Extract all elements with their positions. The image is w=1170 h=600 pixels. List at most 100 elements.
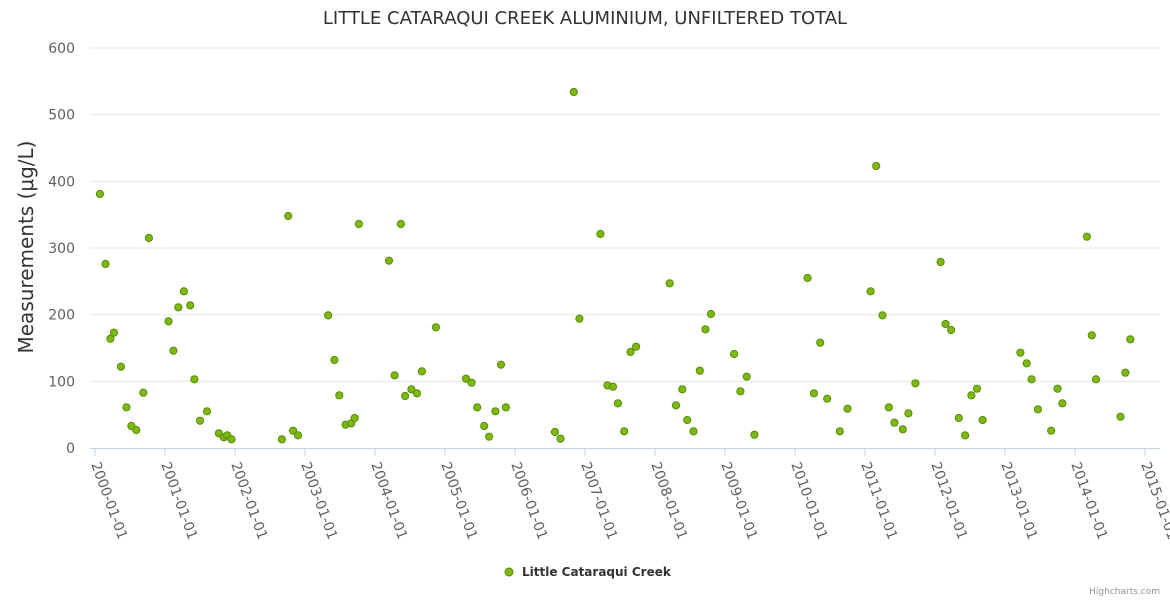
data-point[interactable] <box>941 319 950 329</box>
data-point[interactable] <box>139 388 148 397</box>
data-point[interactable] <box>293 431 303 440</box>
data-point[interactable] <box>485 432 494 441</box>
data-point[interactable] <box>109 328 119 337</box>
data-point[interactable] <box>227 435 236 444</box>
data-point[interactable] <box>1016 348 1025 357</box>
data-point[interactable] <box>620 427 629 436</box>
data-point[interactable] <box>730 349 739 359</box>
data-point[interactable] <box>701 325 710 334</box>
data-point[interactable] <box>496 360 506 369</box>
data-point[interactable] <box>947 325 956 335</box>
data-point[interactable] <box>412 389 422 398</box>
data-point[interactable] <box>1082 232 1092 241</box>
data-point[interactable] <box>683 415 692 425</box>
data-point[interactable] <box>289 426 298 435</box>
data-point[interactable] <box>1058 399 1067 408</box>
data-point[interactable] <box>843 404 852 413</box>
data-point[interactable] <box>335 391 344 400</box>
data-point[interactable] <box>116 362 126 371</box>
data-point[interactable] <box>866 287 875 296</box>
data-point[interactable] <box>835 427 844 436</box>
data-point[interactable] <box>491 407 500 416</box>
data-point[interactable] <box>169 346 178 355</box>
credits-link[interactable]: Highcharts.com <box>1089 587 1160 597</box>
data-point[interactable] <box>284 211 293 221</box>
data-point[interactable] <box>1033 405 1043 414</box>
data-point[interactable] <box>186 301 195 310</box>
data-point[interactable] <box>911 379 920 388</box>
data-point[interactable] <box>750 430 759 439</box>
data-point[interactable] <box>101 259 110 269</box>
data-point[interactable] <box>823 394 832 403</box>
data-point[interactable] <box>1121 368 1130 377</box>
data-point[interactable] <box>550 427 560 437</box>
legend-item-little-cataraqui-creek[interactable]: Little Cataraqui Creek <box>522 565 672 579</box>
data-point[interactable] <box>401 391 410 401</box>
data-point[interactable] <box>202 407 212 416</box>
data-point[interactable] <box>1116 412 1125 421</box>
data-point[interactable] <box>1022 359 1031 368</box>
data-point[interactable] <box>575 314 584 323</box>
data-point[interactable] <box>736 387 745 396</box>
data-point[interactable] <box>390 371 399 380</box>
data-point[interactable] <box>473 403 482 412</box>
data-point[interactable] <box>195 416 205 425</box>
data-point[interactable] <box>431 323 440 332</box>
data-point[interactable] <box>354 219 363 229</box>
data-point[interactable] <box>132 425 141 435</box>
data-point[interactable] <box>972 384 982 393</box>
data-point[interactable] <box>396 219 405 229</box>
data-point[interactable] <box>978 415 987 425</box>
data-point[interactable] <box>596 229 605 239</box>
data-point[interactable] <box>890 418 899 427</box>
data-point[interactable] <box>671 401 681 410</box>
data-point[interactable] <box>898 425 907 434</box>
data-point[interactable] <box>1053 384 1062 393</box>
data-point[interactable] <box>967 391 976 400</box>
data-point[interactable] <box>164 317 173 326</box>
data-point[interactable] <box>122 403 131 412</box>
data-point[interactable] <box>626 347 635 357</box>
legend[interactable]: Little Cataraqui Creek <box>504 565 672 579</box>
data-point[interactable] <box>706 309 716 319</box>
data-point[interactable] <box>695 366 704 375</box>
data-point[interactable] <box>613 399 623 408</box>
data-point[interactable] <box>1027 375 1036 384</box>
data-point[interactable] <box>936 257 945 267</box>
data-point[interactable] <box>608 382 618 391</box>
data-point[interactable] <box>106 334 115 343</box>
data-point[interactable] <box>461 374 471 383</box>
data-point[interactable] <box>678 385 687 394</box>
data-point[interactable] <box>1126 335 1135 344</box>
data-point[interactable] <box>961 431 970 440</box>
data-point[interactable] <box>179 287 188 296</box>
data-point[interactable] <box>144 233 153 243</box>
data-point[interactable] <box>872 161 881 171</box>
data-point[interactable] <box>742 372 751 381</box>
data-point[interactable] <box>803 273 812 283</box>
data-point[interactable] <box>384 256 394 265</box>
data-point[interactable] <box>417 367 426 376</box>
data-point[interactable] <box>884 403 893 412</box>
data-point[interactable] <box>174 303 183 312</box>
data-point[interactable] <box>632 342 641 351</box>
data-point[interactable] <box>904 409 913 418</box>
data-point[interactable] <box>1047 426 1056 435</box>
data-point[interactable] <box>569 87 578 97</box>
data-point[interactable] <box>467 378 476 387</box>
data-point[interactable] <box>878 311 887 320</box>
data-point[interactable] <box>277 435 286 444</box>
data-point[interactable] <box>330 355 339 365</box>
data-point[interactable] <box>350 413 359 423</box>
data-point[interactable] <box>816 338 825 347</box>
data-point[interactable] <box>954 413 963 423</box>
data-point[interactable] <box>95 189 105 199</box>
data-point[interactable] <box>1087 331 1096 340</box>
data-point[interactable] <box>407 385 416 394</box>
data-point[interactable] <box>689 427 698 436</box>
data-point[interactable] <box>665 279 674 288</box>
data-point[interactable] <box>324 311 333 320</box>
data-point[interactable] <box>501 403 510 412</box>
data-point[interactable] <box>1091 375 1101 384</box>
data-point[interactable] <box>809 389 819 398</box>
